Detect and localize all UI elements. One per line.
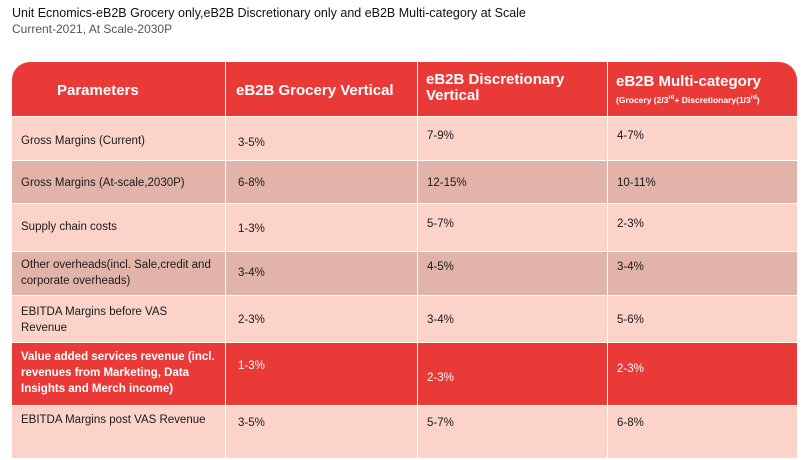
discretionary-value: 2-3% xyxy=(427,372,454,384)
table-row: EBITDA Margins post VAS Revenue 3-5% 5-7… xyxy=(12,405,797,458)
table-row: Supply chain costs 1-3% 5-7% 2-3% xyxy=(12,203,797,251)
grocery-value: 3-4% xyxy=(238,267,265,279)
multi-category-value: 6-8% xyxy=(617,417,644,429)
discretionary-value: 3-4% xyxy=(427,314,454,326)
table-row: Gross Margins (Current) 3-5% 7-9% 4-7% xyxy=(12,116,797,160)
page-title: Unit Ecnomics-eB2B Grocery only,eB2B Dis… xyxy=(12,6,526,20)
unit-economics-table: Parameters eB2B Grocery Vertical eB2B Di… xyxy=(12,62,797,458)
row-parameter: EBITDA Margins before VAS Revenue xyxy=(21,306,168,334)
header-discretionary: eB2B Discretionary Vertical xyxy=(417,62,607,116)
grocery-value: 1-3% xyxy=(238,223,265,235)
header-grocery: eB2B Grocery Vertical xyxy=(225,62,417,116)
row-parameter: EBITDA Margins post VAS Revenue xyxy=(21,414,206,426)
multi-category-value: 10-11% xyxy=(617,177,656,189)
grocery-value: 3-5% xyxy=(238,417,265,429)
discretionary-value: 4-5% xyxy=(427,261,454,273)
discretionary-value: 7-9% xyxy=(427,130,454,142)
multi-category-value: 5-6% xyxy=(617,314,644,326)
header-parameters: Parameters xyxy=(57,82,139,99)
table-row: Gross Margins (At-scale,2030P) 6-8% 12-1… xyxy=(12,160,797,203)
discretionary-value: 5-7% xyxy=(427,218,454,230)
multi-category-value: 2-3% xyxy=(617,363,644,375)
table-header: Parameters eB2B Grocery Vertical eB2B Di… xyxy=(12,62,797,116)
multi-category-value: 4-7% xyxy=(617,130,644,142)
page-subtitle: Current-2021, At Scale-2030P xyxy=(12,22,173,36)
table-row: Other overheads(incl. Sale,credit and co… xyxy=(12,251,797,295)
table-row: EBITDA Margins before VAS Revenue 2-3% 3… xyxy=(12,295,797,342)
grocery-value: 3-5% xyxy=(238,137,265,149)
grocery-value: 6-8% xyxy=(238,177,265,189)
row-parameter: Gross Margins (Current) xyxy=(21,135,145,147)
row-parameter: Value added services revenue (incl. reve… xyxy=(21,351,215,395)
multi-category-value: 3-4% xyxy=(617,261,644,273)
grocery-value: 2-3% xyxy=(238,314,265,326)
header-multi-category-subtitle: (Grocery (2/3rd+ Discretionary(1/3rd) xyxy=(616,95,760,105)
multi-category-value: 2-3% xyxy=(617,218,644,230)
row-parameter: Supply chain costs xyxy=(21,221,117,233)
table-row-highlight: Value added services revenue (incl. reve… xyxy=(12,342,797,405)
row-parameter: Gross Margins (At-scale,2030P) xyxy=(21,177,185,189)
header-multi-category: eB2B Multi-category (Grocery (2/3rd+ Dis… xyxy=(607,62,797,116)
discretionary-value: 5-7% xyxy=(427,417,454,429)
row-parameter: Other overheads(incl. Sale,credit and co… xyxy=(21,259,211,287)
grocery-value: 1-3% xyxy=(238,360,265,372)
discretionary-value: 12-15% xyxy=(427,177,467,189)
